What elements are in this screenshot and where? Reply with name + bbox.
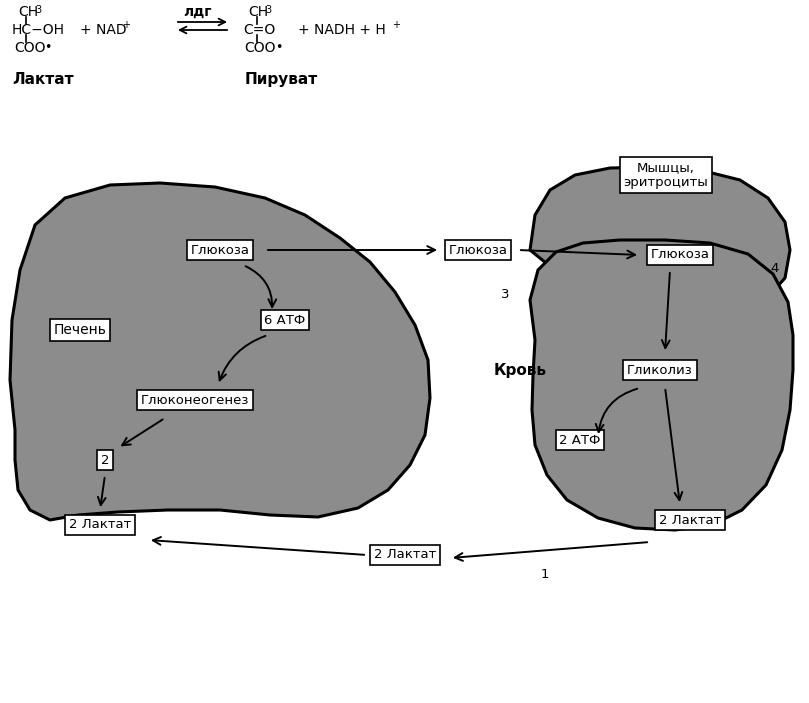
Text: 2 Лактат: 2 Лактат bbox=[659, 513, 721, 527]
Text: 2 Лактат: 2 Лактат bbox=[374, 548, 436, 562]
Text: Глюкоза: Глюкоза bbox=[448, 243, 507, 257]
Text: Мышцы,
эритроциты: Мышцы, эритроциты bbox=[624, 161, 709, 189]
Text: +: + bbox=[392, 20, 400, 30]
Text: 2 Лактат: 2 Лактат bbox=[69, 519, 131, 531]
Text: HC−OH: HC−OH bbox=[12, 23, 65, 37]
Text: Глюконеогенез: Глюконеогенез bbox=[141, 394, 249, 406]
Text: •: • bbox=[275, 41, 282, 54]
Text: Глюкоза: Глюкоза bbox=[650, 248, 709, 262]
Text: CH: CH bbox=[248, 5, 268, 19]
Polygon shape bbox=[10, 183, 430, 520]
Text: Печень: Печень bbox=[53, 323, 107, 337]
Polygon shape bbox=[530, 167, 790, 315]
Text: C=O: C=O bbox=[243, 23, 275, 37]
Polygon shape bbox=[530, 240, 793, 530]
Text: + NAD: + NAD bbox=[80, 23, 127, 37]
Text: 1: 1 bbox=[540, 569, 549, 581]
Text: •: • bbox=[44, 41, 52, 54]
Text: +: + bbox=[122, 20, 130, 30]
Text: 2: 2 bbox=[101, 453, 109, 467]
Text: 3: 3 bbox=[265, 5, 271, 15]
Text: Пируват: Пируват bbox=[245, 72, 318, 87]
Text: COO: COO bbox=[244, 41, 276, 55]
Text: CH: CH bbox=[18, 5, 38, 19]
Text: Кровь: Кровь bbox=[493, 363, 547, 378]
Text: лдг: лдг bbox=[183, 5, 211, 19]
Text: Гликолиз: Гликолиз bbox=[627, 363, 693, 377]
Text: 2 АТФ: 2 АТФ bbox=[559, 434, 601, 446]
Text: Глюкоза: Глюкоза bbox=[190, 243, 249, 257]
Text: 3: 3 bbox=[35, 5, 41, 15]
Text: 4: 4 bbox=[771, 262, 779, 274]
Text: 3: 3 bbox=[501, 288, 509, 302]
Text: + NADH + H: + NADH + H bbox=[298, 23, 386, 37]
Text: COO: COO bbox=[14, 41, 45, 55]
Text: 6 АТФ: 6 АТФ bbox=[265, 314, 306, 326]
Text: Лактат: Лактат bbox=[12, 72, 74, 87]
